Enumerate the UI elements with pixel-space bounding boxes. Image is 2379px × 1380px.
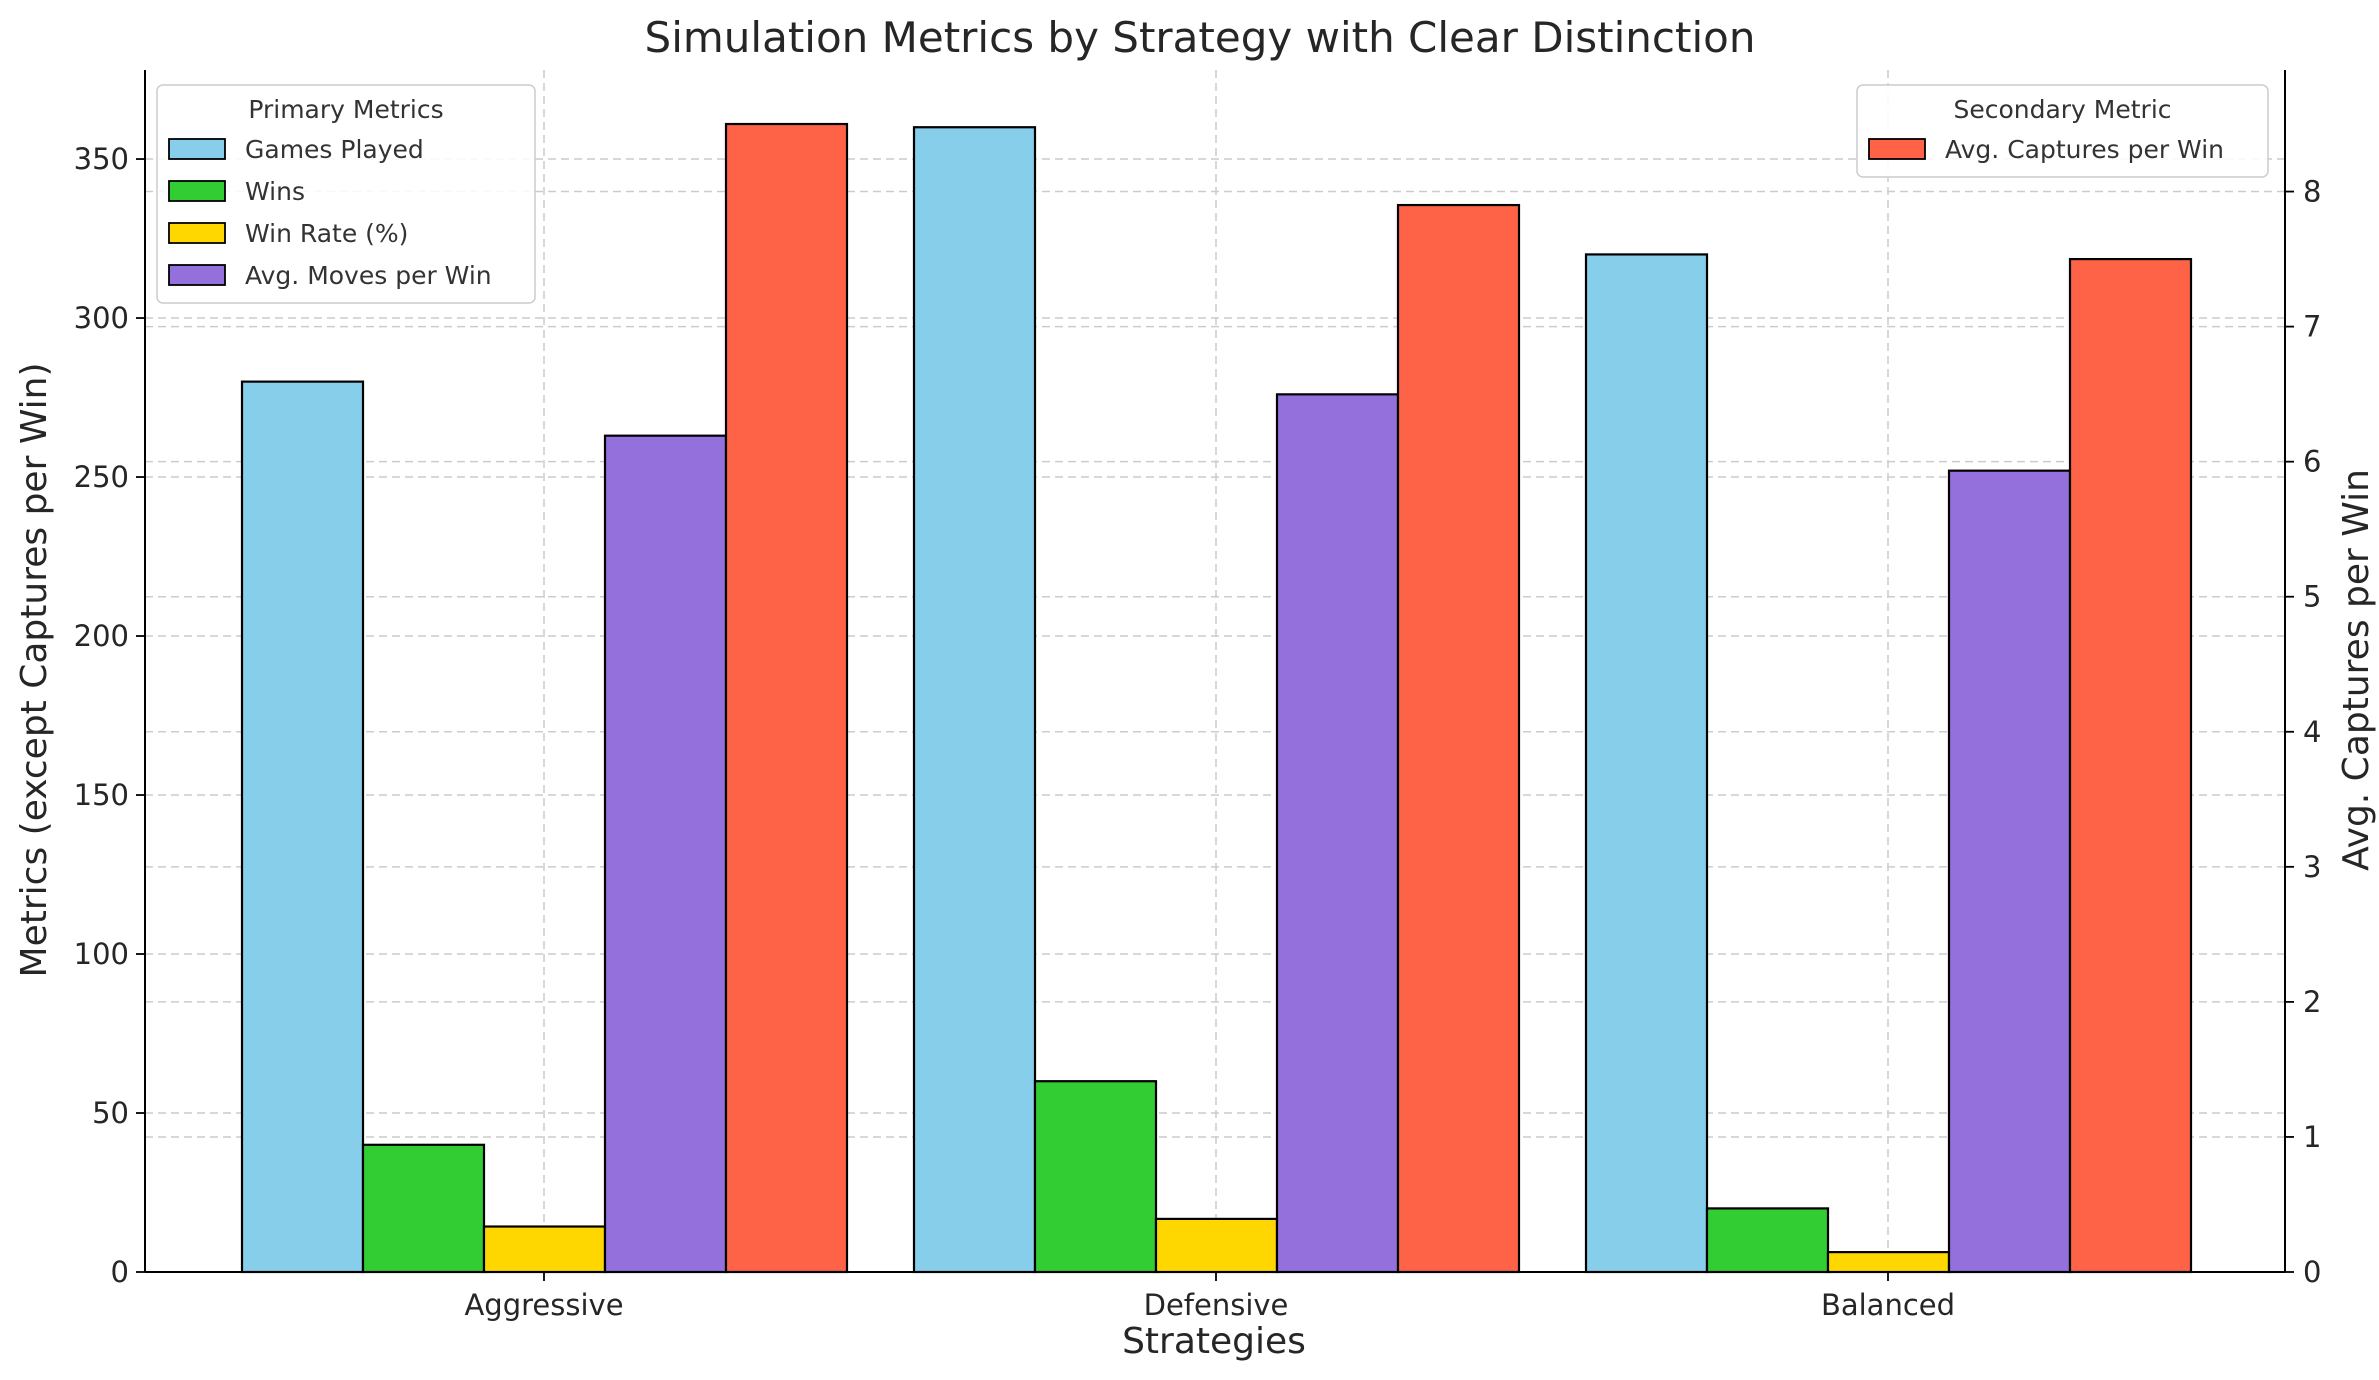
y-axis-left-title: Metrics (except Captures per Win) [14, 363, 55, 978]
x-tick-label: Defensive [1144, 1288, 1289, 1322]
bar-games-played-aggressive [240, 380, 365, 1274]
y-left-tick-label: 200 [74, 619, 129, 653]
x-axis-ticks: Aggressive Defensive Balanced [464, 1272, 1955, 1322]
chart-title: Simulation Metrics by Strategy with Clea… [645, 13, 1756, 62]
y-right-tick-label: 4 [2303, 715, 2321, 749]
x-tick-label: Aggressive [464, 1288, 623, 1322]
y-right-tick-label: 6 [2303, 445, 2321, 479]
bar-avg-captures-per-win-aggressive [724, 122, 849, 1274]
y-left-tick-label: 100 [74, 937, 129, 971]
y-right-tick-label: 8 [2303, 175, 2321, 209]
legend-secondary: Secondary Metric Avg. Captures per Win [1856, 84, 2269, 178]
bar-avg-captures-per-win-balanced [2068, 257, 2193, 1274]
legend-primary: Primary Metrics Games Played Wins Win Rate … [156, 84, 536, 304]
legend-box [156, 84, 536, 304]
x-tick-label: Balanced [1821, 1288, 1955, 1322]
y-right-tick-label: 0 [2303, 1255, 2321, 1289]
bar-win-rate--defensive [1154, 1217, 1279, 1274]
y-left-tick-label: 0 [111, 1255, 129, 1289]
legend-swatch [168, 222, 226, 244]
y-left-tick-label: 300 [74, 301, 129, 335]
legend-label: Avg. Captures per Win [1945, 135, 2224, 164]
bar-wins-balanced [1705, 1207, 1830, 1274]
bar-win-rate--aggressive [482, 1225, 607, 1274]
legend-swatch [1868, 138, 1926, 160]
y-right-tick-label: 1 [2303, 1120, 2321, 1154]
bar-wins-aggressive [361, 1143, 486, 1274]
bar-games-played-balanced [1584, 253, 1709, 1274]
y-left-tick-label: 350 [74, 142, 129, 176]
legend-swatch [168, 180, 226, 202]
legend-title: Secondary Metric [1953, 95, 2171, 124]
y-left-tick-label: 150 [74, 778, 129, 812]
bar-games-played-defensive [912, 126, 1037, 1274]
y-axis-right-ticks: 0 1 2 3 4 5 6 7 8 [2285, 175, 2321, 1289]
bar-avg-moves-per-win-balanced [1947, 469, 2072, 1274]
bar-avg-moves-per-win-defensive [1275, 393, 1400, 1274]
y-right-tick-label: 2 [2303, 985, 2321, 1019]
legend-label: Avg. Moves per Win [245, 261, 492, 290]
axes [144, 70, 2286, 1273]
y-right-tick-label: 5 [2303, 580, 2321, 614]
legend-label: Win Rate (%) [245, 219, 408, 248]
legend-swatch [168, 138, 226, 160]
y-left-tick-label: 50 [92, 1096, 129, 1130]
bar-avg-moves-per-win-aggressive [603, 434, 728, 1274]
y-right-tick-label: 7 [2303, 310, 2321, 344]
bar-win-rate--balanced [1826, 1251, 1951, 1274]
x-axis-title: Strategies [1122, 1321, 1306, 1362]
y-axis-right-title: Avg. Captures per Win [2336, 469, 2377, 871]
y-right-tick-label: 3 [2303, 850, 2321, 884]
y-left-tick-label: 250 [74, 460, 129, 494]
legend-title: Primary Metrics [248, 95, 443, 124]
bar-avg-captures-per-win-defensive [1396, 203, 1521, 1274]
bars [240, 122, 2193, 1274]
legend-label: Games Played [245, 135, 424, 164]
legend-box [1856, 84, 2269, 178]
y-axis-left-ticks: 0 50 100 150 200 250 300 350 [74, 142, 145, 1289]
legend-label: Wins [245, 177, 305, 206]
legend-swatch [168, 264, 226, 286]
bar-wins-defensive [1033, 1080, 1158, 1274]
